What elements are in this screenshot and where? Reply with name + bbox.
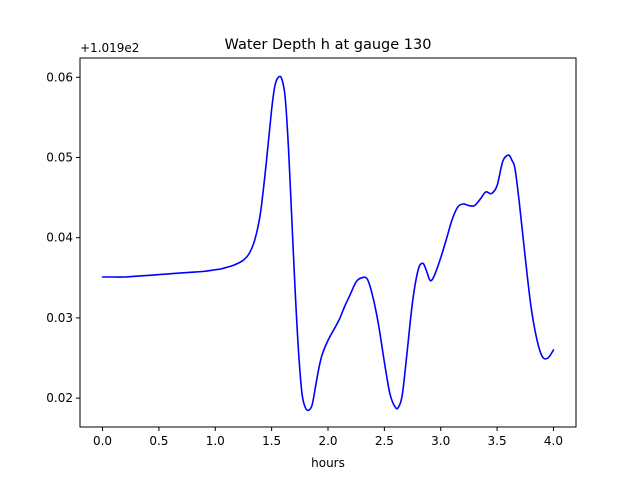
- x-tick-label: 3.5: [488, 434, 507, 448]
- y-tick-label: 0.03: [46, 311, 73, 325]
- x-tick-label: 4.0: [544, 434, 563, 448]
- x-tick-label: 2.0: [318, 434, 337, 448]
- series-line: [101, 75, 555, 412]
- y-tick-label: 0.04: [46, 231, 73, 245]
- x-axis-label: hours: [311, 456, 345, 470]
- x-axis: 0.0 0.5 1.0 1.5 2.0 2.5 3.0 3.5 4.0: [93, 427, 563, 448]
- x-tick-label: 1.0: [206, 434, 225, 448]
- y-tick-label: 0.02: [46, 391, 73, 405]
- x-tick-label: 0.0: [93, 434, 112, 448]
- y-tick-label: 0.05: [46, 150, 73, 164]
- chart-title: Water Depth h at gauge 130: [225, 37, 432, 53]
- x-tick-label: 1.5: [262, 434, 281, 448]
- y-tick-label: 0.06: [46, 70, 73, 84]
- y-offset-text: +1.019e2: [80, 41, 139, 55]
- plot-content: [101, 75, 555, 412]
- y-axis: 0.02 0.03 0.04 0.05 0.06: [46, 70, 80, 405]
- x-tick-label: 3.0: [431, 434, 450, 448]
- x-tick-label: 0.5: [149, 434, 168, 448]
- x-tick-label: 2.5: [375, 434, 394, 448]
